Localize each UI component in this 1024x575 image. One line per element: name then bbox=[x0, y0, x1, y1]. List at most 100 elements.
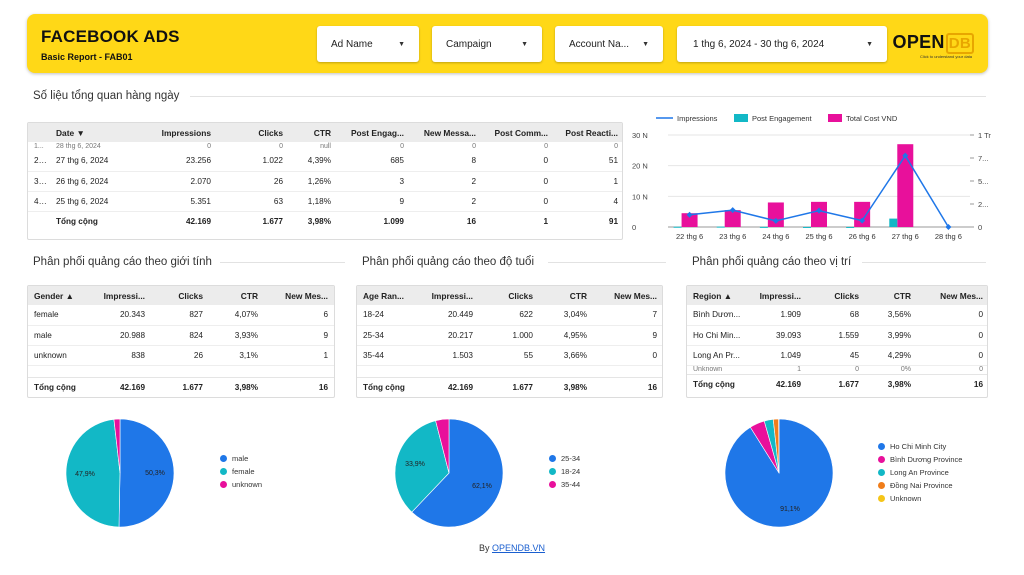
table-row: 1... 28 thg 6, 2024 0 0 null 0 0 0 0 bbox=[34, 143, 618, 150]
column-header-clicks[interactable]: Clicks bbox=[217, 123, 289, 142]
bar-total-cost[interactable] bbox=[681, 213, 698, 227]
table-row: 4... 25 thg 6, 2024 5.351 63 1,18% 9 2 0… bbox=[28, 191, 622, 212]
bar-post-engagement[interactable] bbox=[803, 226, 811, 228]
bar-total-cost[interactable] bbox=[897, 144, 914, 227]
pie-percent-label: 62,1% bbox=[472, 483, 492, 490]
column-header-impressions[interactable]: Impressi... bbox=[90, 286, 151, 305]
legend-item: 18-24 bbox=[549, 465, 580, 478]
column-header-ctr[interactable]: CTR bbox=[209, 286, 264, 305]
pie-percent-label: 50,3% bbox=[145, 470, 165, 477]
pie-slice[interactable] bbox=[394, 420, 450, 513]
impressions-point[interactable] bbox=[902, 152, 909, 159]
bar-total-cost[interactable] bbox=[767, 202, 784, 227]
table-row: male 20.988 824 3,93% 9 bbox=[28, 325, 334, 346]
gender-section-title: Phân phối quảng cáo theo giới tính bbox=[33, 256, 212, 268]
impressions-point[interactable] bbox=[945, 224, 952, 230]
table-total-row: Tổng cộng 42.169 1.677 3,98% 16 bbox=[687, 373, 987, 394]
table-row: 18-24 20.449 622 3,04% 7 bbox=[357, 305, 662, 326]
pie-percent-label: 47,9% bbox=[75, 471, 95, 478]
legend-item: Unknown bbox=[878, 492, 962, 505]
table-row: Ho Chi Min... 39.093 1.559 3,99% 0 bbox=[687, 325, 987, 346]
impressions-point[interactable] bbox=[686, 211, 693, 218]
legend-dot-icon bbox=[878, 456, 885, 463]
bar-post-engagement[interactable] bbox=[846, 226, 855, 228]
legend-dot-icon bbox=[549, 468, 556, 475]
column-header-ctr[interactable]: CTR bbox=[289, 123, 337, 142]
section-divider bbox=[190, 96, 986, 97]
column-header-gender[interactable]: Gender ▲ bbox=[28, 286, 90, 305]
account-name-filter-label: Account Na... bbox=[569, 38, 630, 50]
bar-total-cost[interactable] bbox=[724, 210, 741, 227]
column-header-post-engagement[interactable]: Post Engag... bbox=[337, 123, 410, 142]
pie-slice[interactable] bbox=[65, 419, 121, 528]
bar-post-engagement[interactable] bbox=[716, 226, 725, 228]
age-table: Age Ran... Impressi... Clicks CTR New Me… bbox=[356, 285, 663, 398]
chart-legend: Impressions Post Engagement Total Cost V… bbox=[656, 114, 898, 123]
pie-slice[interactable] bbox=[411, 418, 504, 528]
legend-dot-icon bbox=[549, 455, 556, 462]
column-header-impressions[interactable]: Impressions bbox=[126, 123, 217, 142]
footer-link[interactable]: OPENDB.VN bbox=[492, 543, 546, 553]
legend-dot-icon bbox=[878, 495, 885, 502]
footer-prefix: By bbox=[478, 543, 492, 553]
campaign-filter-label: Campaign bbox=[446, 38, 492, 50]
account-name-filter[interactable]: Account Na... ▼ bbox=[555, 26, 663, 62]
bar-total-cost[interactable] bbox=[854, 201, 871, 227]
column-header-impressions[interactable]: Impressi... bbox=[749, 286, 807, 305]
right-axis-tick: 0 bbox=[978, 223, 982, 232]
right-axis-tick: 2... bbox=[978, 200, 988, 209]
table-total-row: Tổng cộng 42.169 1.677 3,98% 16 bbox=[28, 376, 334, 397]
column-header-clicks[interactable]: Clicks bbox=[807, 286, 865, 305]
column-header-post-comments[interactable]: Post Comm... bbox=[482, 123, 554, 142]
table-row: Bình Dươn... 1.909 68 3,56% 0 bbox=[687, 305, 987, 326]
bar-post-engagement[interactable] bbox=[889, 218, 898, 227]
table-row: 35-44 1.503 55 3,66% 0 bbox=[357, 345, 662, 366]
left-axis-tick: 30 N bbox=[632, 131, 648, 140]
pie-slice[interactable] bbox=[435, 418, 450, 474]
table-row: unknown 838 26 3,1% 1 bbox=[28, 345, 334, 366]
impressions-point[interactable] bbox=[772, 217, 779, 224]
bar-post-engagement[interactable] bbox=[673, 226, 682, 228]
x-axis-tick: 25 thg 6 bbox=[805, 232, 832, 241]
impressions-point[interactable] bbox=[729, 207, 736, 214]
pie-slice[interactable] bbox=[113, 418, 121, 474]
age-table-header: Age Ran... Impressi... Clicks CTR New Me… bbox=[357, 286, 662, 305]
impressions-point[interactable] bbox=[859, 217, 866, 224]
column-header-new-messages[interactable]: New Mes... bbox=[593, 286, 662, 305]
column-header-ctr[interactable]: CTR bbox=[865, 286, 917, 305]
legend-total-cost: Total Cost VND bbox=[846, 114, 898, 123]
column-header-date[interactable]: Date ▼ bbox=[50, 123, 126, 142]
column-header-impressions[interactable]: Impressi... bbox=[417, 286, 479, 305]
legend-item: male bbox=[220, 452, 262, 465]
table-row: 3... 26 thg 6, 2024 2.070 26 1,26% 3 2 0… bbox=[28, 171, 622, 192]
left-axis-tick: 0 bbox=[632, 223, 636, 232]
column-header-post-reactions[interactable]: Post Reacti... bbox=[554, 123, 622, 142]
pie-percent-label: 91,1% bbox=[780, 506, 800, 513]
legend-swatch-icon bbox=[734, 114, 748, 122]
column-header-new-messages[interactable]: New Messa... bbox=[410, 123, 482, 142]
table-total-row: Tổng cộng 42.169 1.677 3,98% 16 bbox=[357, 376, 662, 397]
gender-pie-legend: male female unknown bbox=[220, 452, 262, 491]
bar-post-engagement[interactable] bbox=[759, 226, 768, 228]
legend-item: Bình Dương Province bbox=[878, 453, 962, 466]
column-header-new-messages[interactable]: New Mes... bbox=[917, 286, 987, 305]
ad-name-filter[interactable]: Ad Name ▼ bbox=[317, 26, 419, 62]
campaign-filter[interactable]: Campaign ▼ bbox=[432, 26, 542, 62]
column-header-age-range[interactable]: Age Ran... bbox=[357, 286, 417, 305]
column-header-new-messages[interactable]: New Mes... bbox=[264, 286, 334, 305]
legend-post-engagement: Post Engagement bbox=[752, 114, 813, 123]
column-header-region[interactable]: Region ▲ bbox=[687, 286, 749, 305]
x-axis-tick: 27 thg 6 bbox=[892, 232, 919, 241]
impressions-point[interactable] bbox=[816, 207, 822, 214]
column-header-ctr[interactable]: CTR bbox=[539, 286, 593, 305]
report-header: FACEBOOK ADS Basic Report - FAB01 Ad Nam… bbox=[27, 14, 988, 73]
column-header-clicks[interactable]: Clicks bbox=[151, 286, 209, 305]
bar-total-cost[interactable] bbox=[811, 201, 827, 227]
pie-slice[interactable] bbox=[118, 418, 175, 528]
legend-swatch-icon bbox=[828, 114, 842, 122]
gender-table-header: Gender ▲ Impressi... Clicks CTR New Mes.… bbox=[28, 286, 334, 305]
age-pie-legend: 25-34 18-24 35-44 bbox=[549, 452, 580, 491]
left-axis-tick: 10 N bbox=[632, 192, 648, 201]
column-header-clicks[interactable]: Clicks bbox=[479, 286, 539, 305]
date-range-filter[interactable]: 1 thg 6, 2024 - 30 thg 6, 2024 ▼ bbox=[677, 26, 887, 62]
